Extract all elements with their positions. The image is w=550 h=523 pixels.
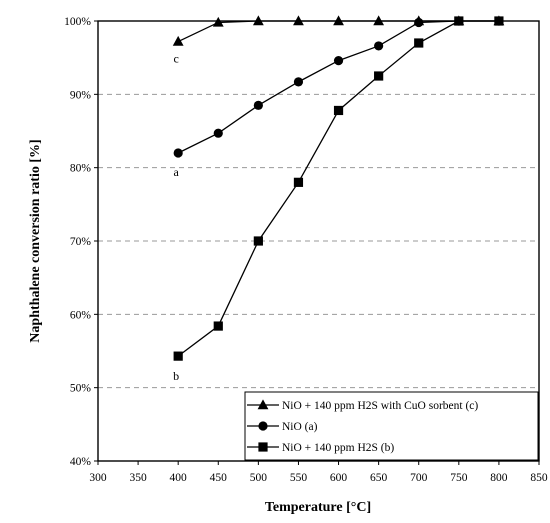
legend-item: NiO + 140 ppm H2S with CuO sorbent (c) [247, 399, 478, 412]
data-point-square [374, 71, 384, 81]
series-line [177, 20, 499, 154]
data-point-triangle [172, 35, 184, 46]
x-axis-ticks: 300 350 400 450 500 550 600 650 700 750 800 850 [89, 461, 548, 484]
data-point-circle [374, 41, 384, 51]
y-axis-title: Naphthalene conversion ratio [%] [28, 139, 43, 342]
series-line [177, 20, 499, 357]
legend-label: NiO (a) [282, 421, 318, 433]
y-tick-label: 70% [70, 236, 92, 248]
y-tick-label: 60% [70, 309, 92, 321]
data-point-triangle [252, 15, 264, 26]
x-tick-label: 500 [250, 472, 268, 484]
x-tick-label: 600 [330, 472, 348, 484]
x-tick-label: 300 [89, 472, 107, 484]
data-point-square [494, 16, 504, 26]
data-point-square [213, 321, 223, 331]
series-point-label: b [173, 369, 179, 383]
legend-label: NiO + 140 ppm H2S with CuO sorbent (c) [282, 400, 478, 412]
x-axis-title: Temperature [°C] [265, 500, 371, 515]
legend-marker-square [258, 442, 268, 452]
x-tick-label: 650 [370, 472, 388, 484]
data-point-circle [333, 56, 344, 66]
series-point-label: a [174, 165, 180, 179]
y-tick-label: 100% [64, 16, 91, 28]
data-point-square [414, 38, 424, 48]
data-point-circle [173, 148, 183, 158]
data-point-square [253, 236, 263, 246]
legend-marker-circle [258, 421, 268, 431]
data-point-triangle [373, 15, 385, 26]
series-a: a [174, 16, 504, 179]
legend-item: NiO + 140 ppm H2S (b) [247, 442, 394, 454]
y-tick-label: 40% [70, 456, 92, 468]
data-point-circle [253, 100, 263, 110]
series-b: b [173, 16, 504, 383]
legend-label: NiO + 140 ppm H2S (b) [282, 442, 394, 454]
y-tick-label: 90% [70, 89, 92, 101]
data-point-square [293, 177, 304, 187]
data-point-triangle [212, 16, 224, 27]
y-tick-label: 80% [70, 163, 92, 175]
data-point-triangle [293, 15, 304, 26]
legend-item: NiO (a) [247, 421, 318, 433]
x-tick-label: 750 [450, 472, 468, 484]
data-point-circle [414, 17, 424, 28]
legend-marker-triangle [257, 399, 269, 410]
x-tick-label: 350 [129, 472, 147, 484]
data-point-triangle [333, 15, 344, 26]
data-point-square [173, 351, 183, 361]
data-point-circle [213, 128, 223, 138]
x-tick-label: 400 [170, 472, 188, 484]
x-tick-label: 450 [210, 472, 228, 484]
x-tick-label: 700 [410, 472, 428, 484]
data-point-square [333, 105, 344, 116]
legend-box [244, 391, 539, 461]
grid-lines [98, 93, 539, 389]
x-tick-label: 550 [290, 472, 308, 484]
x-tick-label: 850 [530, 472, 548, 484]
y-tick-label: 50% [70, 383, 92, 395]
series-group: c a b [172, 15, 505, 383]
data-point-circle [293, 77, 304, 87]
data-point-square [454, 16, 464, 26]
y-axis-ticks: 40% 50% 60% 70% 80% 90% 100% [64, 16, 98, 468]
legend: NiO + 140 ppm H2S with CuO sorbent (c) Ni… [244, 391, 539, 461]
x-tick-label: 800 [490, 472, 508, 484]
series-point-label: c [174, 52, 179, 66]
